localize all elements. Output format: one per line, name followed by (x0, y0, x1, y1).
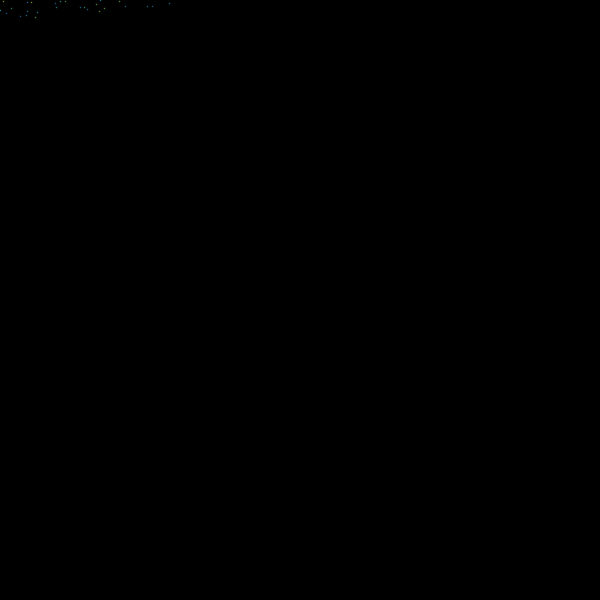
false-color-sky-map (0, 0, 600, 600)
image-canvas (0, 0, 600, 600)
